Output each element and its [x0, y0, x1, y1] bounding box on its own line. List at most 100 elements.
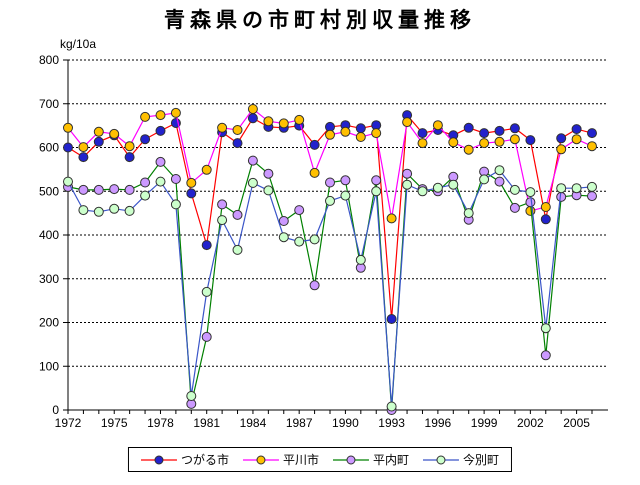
data-point-marker [417, 186, 428, 197]
series-0 [63, 110, 597, 324]
data-point-marker [247, 113, 258, 124]
data-point-marker [232, 209, 243, 220]
data-point-marker [93, 126, 104, 137]
data-point-marker [479, 138, 490, 149]
data-point-marker [78, 184, 89, 195]
y-tick-label: 800 [39, 53, 59, 67]
data-point-marker [325, 129, 335, 140]
data-point-marker [155, 125, 166, 136]
data-point-marker [78, 205, 89, 216]
legend-label: 今別町 [463, 453, 500, 467]
y-tick-label: 100 [39, 359, 59, 373]
data-point-marker [140, 190, 151, 201]
data-point-marker [525, 135, 536, 146]
data-point-marker [417, 128, 428, 139]
data-point-marker [556, 144, 567, 155]
data-point-marker [587, 128, 597, 139]
data-point-marker [217, 215, 228, 226]
axes [63, 59, 608, 414]
legend-label: 平川市 [282, 453, 319, 467]
y-tick-label: 0 [52, 403, 59, 417]
data-point-marker [571, 124, 582, 135]
data-point-marker [402, 117, 413, 128]
x-tick-label: 2005 [563, 416, 590, 430]
data-point-marker [325, 195, 335, 206]
data-point-marker [509, 202, 520, 213]
data-point-marker [201, 164, 212, 175]
chart-title: 青森県の市町村別収量推移 [164, 9, 476, 32]
data-point-marker [170, 199, 181, 210]
y-tick-label: 200 [39, 316, 59, 330]
data-point-marker [494, 136, 505, 147]
legend-item-0: つがる市 [140, 451, 229, 468]
y-axis-unit-label: kg/10a [60, 37, 97, 51]
data-point-marker [417, 138, 428, 149]
x-tick-label: 1990 [332, 416, 359, 430]
data-point-marker [63, 142, 73, 153]
x-tick-label: 2002 [517, 416, 544, 430]
legend-label: つがる市 [180, 453, 229, 467]
data-point-marker [263, 185, 274, 196]
data-point-marker [479, 128, 490, 139]
data-point-marker [294, 236, 305, 247]
data-point-marker [263, 168, 274, 179]
legend-item-2: 平内町 [333, 451, 409, 468]
data-point-marker [402, 168, 413, 179]
data-point-marker [278, 232, 289, 243]
data-point-marker [263, 116, 274, 127]
x-tick-label: 1993 [378, 416, 405, 430]
data-point-marker [509, 134, 520, 145]
data-point-marker [93, 206, 104, 217]
data-point-marker [355, 123, 366, 134]
data-point-marker [294, 205, 305, 216]
data-point-marker [278, 216, 289, 226]
data-point-marker [571, 183, 582, 194]
legend: つがる市 平川市 平内町 今別町 [127, 447, 513, 472]
data-point-marker [170, 174, 181, 184]
x-tick-label: 1996 [425, 416, 452, 430]
data-point-marker [309, 280, 320, 291]
y-tick-label: 600 [39, 141, 59, 155]
legend-marker-icon [242, 455, 279, 464]
data-point-marker [540, 323, 551, 334]
legend-item-1: 平川市 [242, 451, 319, 468]
data-point-marker [247, 104, 258, 114]
series-1 [63, 104, 597, 224]
data-point-marker [463, 208, 474, 219]
data-point-marker [587, 191, 597, 202]
data-point-marker [170, 107, 181, 118]
data-point-marker [186, 188, 197, 199]
data-point-marker [571, 134, 582, 145]
data-point-marker [386, 401, 397, 412]
data-point-marker [587, 181, 597, 192]
data-point-marker [63, 176, 73, 187]
data-point-marker [186, 177, 197, 188]
data-point-marker [232, 125, 243, 135]
x-tick-label: 1972 [55, 416, 82, 430]
data-point-marker [201, 286, 212, 297]
data-point-marker [540, 350, 551, 361]
data-point-marker [509, 123, 520, 134]
series-line [67, 113, 593, 320]
data-point-marker [217, 199, 228, 210]
data-point-marker [309, 167, 320, 178]
data-point-marker [556, 183, 567, 194]
data-point-marker [386, 314, 397, 324]
data-point-marker [402, 179, 413, 190]
line-chart: 0 100 200 300 400 500 600 700 800 1972 1975 1978 198… [39, 53, 608, 430]
data-point-marker [371, 186, 382, 197]
y-tick-label: 300 [39, 272, 59, 286]
data-point-marker [109, 203, 120, 214]
legend-label: 平内町 [373, 453, 410, 467]
data-point-marker [201, 331, 212, 342]
legend-marker-icon [140, 455, 177, 464]
data-point-marker [124, 205, 135, 216]
data-point-marker [509, 184, 520, 195]
x-tick-label: 1975 [101, 416, 128, 430]
x-tick-label: 1999 [471, 416, 498, 430]
data-point-marker [463, 122, 474, 133]
data-point-marker [325, 177, 335, 188]
legend-marker-icon [333, 455, 369, 464]
data-point-marker [124, 152, 135, 163]
